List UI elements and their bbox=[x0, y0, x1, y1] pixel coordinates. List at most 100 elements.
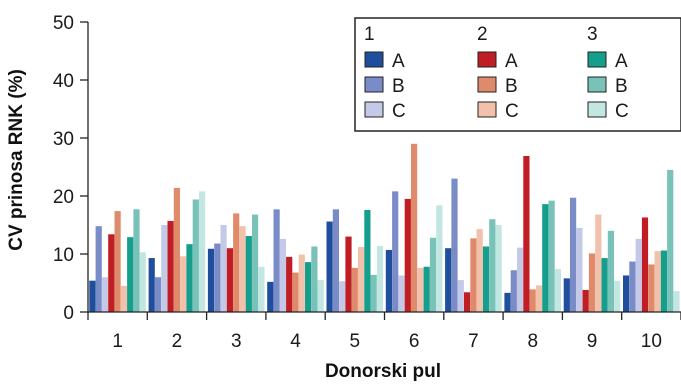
bar-10-series-9 bbox=[673, 291, 680, 312]
bar-3-series-8 bbox=[252, 214, 259, 312]
y-tick-label-20: 20 bbox=[53, 187, 74, 208]
bar-7-series-8 bbox=[489, 219, 496, 312]
bar-9-series-3 bbox=[576, 227, 583, 312]
legend-group-label-3: 3 bbox=[587, 24, 598, 45]
bar-1-series-7 bbox=[127, 237, 134, 312]
bar-6-series-7 bbox=[423, 266, 430, 312]
bar-2-series-5 bbox=[173, 187, 180, 312]
bar-4-series-4 bbox=[286, 256, 293, 312]
legend-item-label-1-B: B bbox=[392, 76, 405, 97]
legend-swatch-1-C bbox=[364, 101, 384, 118]
bar-7-series-1 bbox=[445, 248, 452, 312]
x-tick-label-4: 4 bbox=[290, 331, 301, 352]
bar-7-series-4 bbox=[464, 292, 471, 312]
bar-5-series-8 bbox=[370, 274, 377, 312]
bar-3-series-2 bbox=[214, 243, 221, 312]
bar-4-series-5 bbox=[292, 272, 299, 312]
bar-5-series-5 bbox=[351, 267, 358, 312]
bar-1-series-6 bbox=[120, 285, 127, 312]
bar-2-series-3 bbox=[161, 225, 168, 312]
bar-5-series-6 bbox=[358, 247, 365, 312]
y-tick-label-40: 40 bbox=[53, 71, 74, 92]
y-axis-title: CV prinosa RNK (%) bbox=[6, 69, 27, 251]
x-tick-label-10: 10 bbox=[641, 331, 662, 352]
legend-swatch-2-B bbox=[477, 76, 497, 93]
bar-8-series-1 bbox=[504, 292, 511, 312]
bar-1-series-5 bbox=[114, 211, 121, 312]
bar-2-series-7 bbox=[186, 244, 193, 312]
legend-item-label-3-B: B bbox=[615, 76, 628, 97]
legend-item-label-1-C: C bbox=[392, 101, 406, 122]
bar-1-series-8 bbox=[133, 209, 140, 312]
legend-group-label-1: 1 bbox=[364, 24, 375, 45]
bar-5-series-1 bbox=[326, 221, 333, 312]
legend-item-label-2-C: C bbox=[505, 101, 519, 122]
bar-2-series-4 bbox=[167, 220, 174, 312]
plot-area bbox=[89, 143, 680, 312]
x-tick-label-3: 3 bbox=[231, 331, 242, 352]
bar-9-series-9 bbox=[614, 280, 621, 312]
bar-6-series-3 bbox=[398, 275, 405, 312]
bar-6-series-5 bbox=[411, 143, 418, 312]
bar-4-series-2 bbox=[273, 209, 280, 312]
legend-group-label-2: 2 bbox=[477, 24, 488, 45]
bar-9-series-2 bbox=[570, 197, 577, 312]
bar-9-series-7 bbox=[601, 258, 608, 312]
bar-1-series-3 bbox=[101, 277, 109, 312]
legend-swatch-3-A bbox=[587, 51, 607, 68]
bar-7-series-9 bbox=[495, 225, 502, 312]
bar-4-series-9 bbox=[317, 280, 324, 312]
bar-2-series-9 bbox=[199, 191, 206, 312]
bar-5-series-3 bbox=[339, 281, 346, 312]
bar-8-series-7 bbox=[542, 204, 549, 312]
bar-3-series-5 bbox=[233, 213, 240, 312]
bar-10-series-2 bbox=[629, 261, 636, 312]
bar-4-series-3 bbox=[279, 238, 286, 312]
bar-3-series-3 bbox=[220, 225, 227, 312]
bar-2-series-1 bbox=[148, 258, 155, 312]
bar-3-series-9 bbox=[258, 266, 265, 312]
bar-6-series-6 bbox=[417, 267, 424, 312]
y-tick-label-30: 30 bbox=[53, 129, 74, 150]
bar-9-series-8 bbox=[607, 230, 614, 312]
bar-3-series-7 bbox=[245, 236, 252, 312]
bar-10-series-6 bbox=[654, 251, 661, 312]
y-tick-label-10: 10 bbox=[53, 245, 74, 266]
x-tick-label-1: 1 bbox=[112, 331, 123, 352]
bar-8-series-6 bbox=[535, 285, 543, 312]
bar-8-series-4 bbox=[523, 155, 530, 312]
legend-item-label-1-A: A bbox=[392, 51, 405, 72]
legend-item-label-2-A: A bbox=[505, 51, 518, 72]
legend-box bbox=[354, 17, 681, 132]
bar-1-series-2 bbox=[95, 226, 102, 312]
legend-item-label-3-A: A bbox=[615, 51, 628, 72]
bar-10-series-8 bbox=[667, 169, 674, 312]
bar-1-series-4 bbox=[108, 234, 115, 312]
x-tick-label-9: 9 bbox=[587, 331, 598, 352]
legend-swatch-1-A bbox=[364, 51, 384, 68]
bar-4-series-6 bbox=[298, 254, 305, 312]
bar-4-series-1 bbox=[267, 281, 274, 312]
x-tick-label-2: 2 bbox=[172, 331, 183, 352]
x-tick-label-8: 8 bbox=[527, 331, 538, 352]
axes: 0 10 20 30 40 50 1 2 3 4 5 6 7 8 9 10 bbox=[53, 13, 681, 352]
bar-10-series-4 bbox=[641, 217, 649, 312]
bar-8-series-9 bbox=[554, 269, 561, 312]
bar-9-series-1 bbox=[563, 278, 570, 312]
legend-item-label-2-B: B bbox=[505, 76, 518, 97]
legend-swatch-3-B bbox=[587, 76, 607, 93]
bar-6-series-1 bbox=[385, 249, 392, 312]
bar-7-series-5 bbox=[470, 238, 477, 312]
y-tick-label-50: 50 bbox=[53, 13, 74, 34]
bar-9-series-4 bbox=[582, 289, 589, 312]
bar-8-series-2 bbox=[510, 270, 517, 312]
bar-2-series-8 bbox=[192, 199, 199, 312]
bar-8-series-3 bbox=[517, 247, 524, 312]
bar-1-series-1 bbox=[89, 280, 96, 312]
bar-10-series-3 bbox=[635, 238, 642, 312]
bar-8-series-8 bbox=[548, 200, 555, 312]
legend-swatch-2-C bbox=[477, 101, 497, 118]
bar-7-series-7 bbox=[482, 246, 490, 312]
